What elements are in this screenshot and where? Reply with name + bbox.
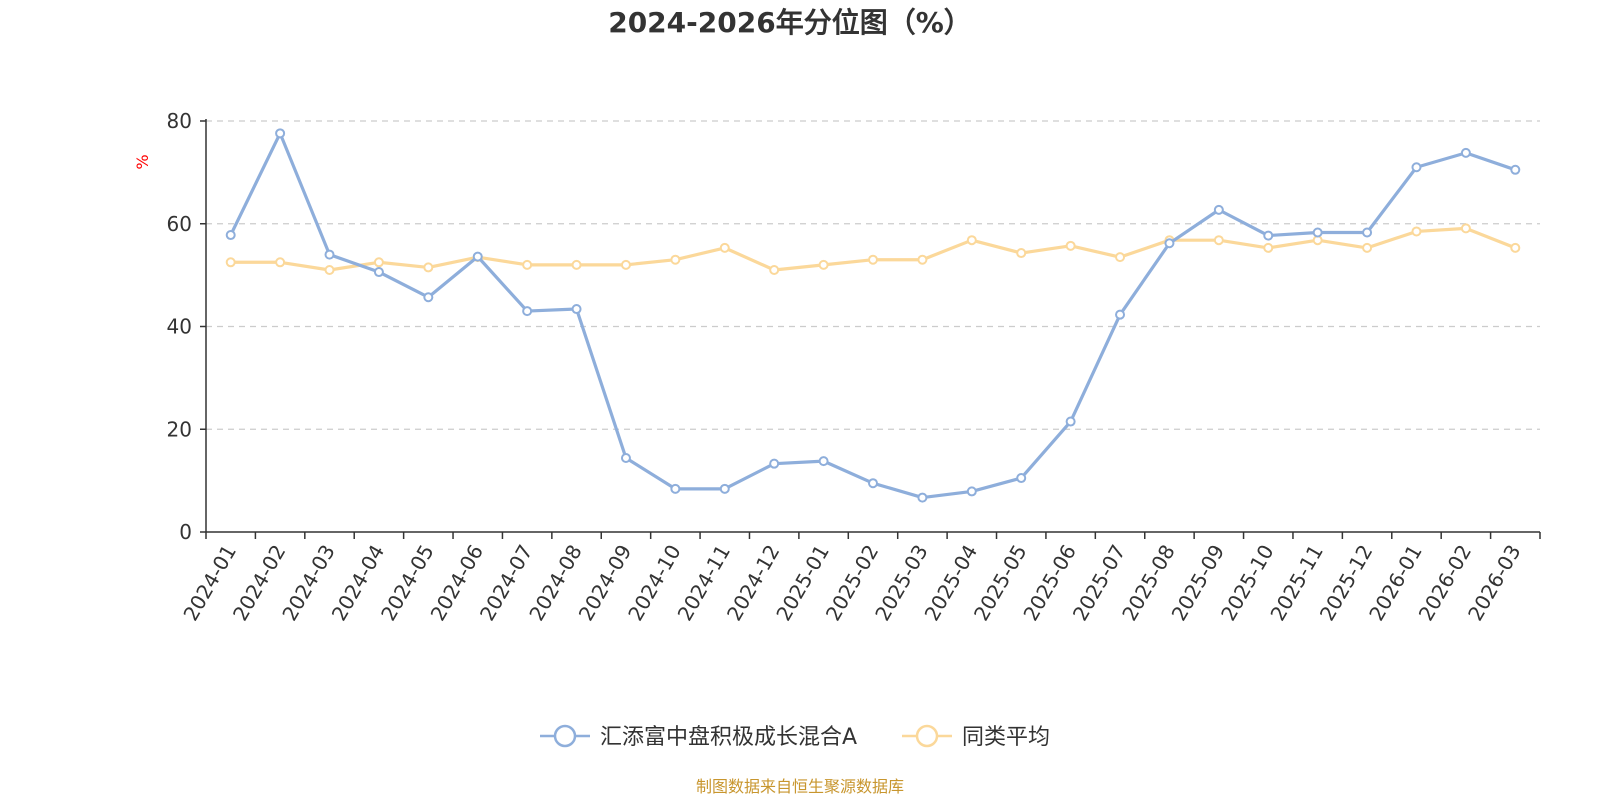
data-point[interactable] bbox=[275, 128, 286, 139]
data-point[interactable] bbox=[1362, 242, 1373, 253]
y-tick-label: 40 bbox=[167, 315, 192, 339]
data-point[interactable] bbox=[373, 267, 384, 278]
data-point[interactable] bbox=[868, 254, 878, 265]
data-point[interactable] bbox=[225, 257, 236, 268]
data-point[interactable] bbox=[1065, 240, 1076, 251]
data-point[interactable] bbox=[620, 453, 631, 464]
y-axis-ticks: 0 20 40 60 80 bbox=[167, 109, 206, 544]
legend-average-label: 同类平均 bbox=[962, 725, 1050, 750]
data-point[interactable] bbox=[1263, 242, 1274, 253]
data-point[interactable] bbox=[1312, 227, 1323, 238]
data-point[interactable] bbox=[818, 456, 829, 467]
y-tick-label: 20 bbox=[167, 417, 192, 441]
y-tick-label: 80 bbox=[167, 109, 192, 133]
data-point[interactable] bbox=[571, 304, 582, 315]
data-point[interactable] bbox=[324, 249, 335, 260]
legend-item-average[interactable]: 同类平均 bbox=[902, 724, 1050, 750]
data-point[interactable] bbox=[1016, 473, 1027, 484]
data-point[interactable] bbox=[620, 259, 631, 270]
data-point[interactable] bbox=[670, 254, 681, 265]
data-point[interactable] bbox=[522, 306, 533, 317]
data-point[interactable] bbox=[571, 259, 582, 270]
data-point[interactable] bbox=[1510, 242, 1521, 253]
data-point[interactable] bbox=[917, 254, 928, 265]
data-point[interactable] bbox=[1213, 204, 1224, 215]
data-point[interactable] bbox=[522, 259, 533, 270]
data-point[interactable] bbox=[818, 259, 829, 270]
data-point[interactable] bbox=[1362, 227, 1373, 238]
y-axis-label: % bbox=[133, 154, 152, 169]
series-group bbox=[225, 128, 1521, 503]
data-point[interactable] bbox=[1460, 223, 1471, 234]
data-point[interactable] bbox=[1115, 309, 1126, 320]
data-point[interactable] bbox=[1460, 147, 1471, 158]
data-point[interactable] bbox=[1065, 416, 1076, 427]
data-point[interactable] bbox=[769, 458, 780, 469]
legend-fund-marker-icon bbox=[553, 724, 577, 748]
legend-item-fund[interactable]: 汇添富中盘积极成长混合A bbox=[540, 724, 857, 750]
source-note: 制图数据来自恒生聚源数据库 bbox=[696, 777, 904, 796]
data-point[interactable] bbox=[1213, 235, 1224, 246]
x-axis-ticks: 2024-012024-022024-032024-042024-052024-… bbox=[178, 532, 1541, 625]
data-point[interactable] bbox=[1115, 252, 1126, 263]
data-point[interactable] bbox=[1411, 162, 1422, 173]
data-point[interactable] bbox=[719, 483, 730, 494]
legend-fund-label: 汇添富中盘积极成长混合A bbox=[600, 725, 857, 750]
grid-lines bbox=[206, 120, 1540, 430]
data-point[interactable] bbox=[423, 292, 434, 303]
data-point[interactable] bbox=[472, 251, 483, 262]
data-point[interactable] bbox=[1263, 230, 1274, 241]
legend-average-marker-icon bbox=[915, 724, 939, 748]
data-point[interactable] bbox=[423, 262, 434, 273]
data-point[interactable] bbox=[917, 492, 928, 503]
data-point[interactable] bbox=[1016, 248, 1027, 259]
data-point[interactable] bbox=[225, 230, 236, 241]
data-point[interactable] bbox=[1164, 238, 1175, 249]
data-point[interactable] bbox=[868, 478, 878, 489]
series-line bbox=[229, 131, 1516, 500]
axes bbox=[205, 119, 1540, 533]
y-tick-label: 60 bbox=[167, 212, 192, 236]
data-point[interactable] bbox=[769, 264, 780, 275]
data-point[interactable] bbox=[670, 483, 681, 494]
data-point[interactable] bbox=[373, 257, 384, 268]
data-point[interactable] bbox=[275, 257, 286, 268]
legend: 汇添富中盘积极成长混合A 同类平均 bbox=[540, 724, 1050, 750]
y-tick-label: 0 bbox=[179, 520, 192, 544]
data-point[interactable] bbox=[1510, 164, 1521, 175]
data-point[interactable] bbox=[1411, 226, 1422, 237]
data-point[interactable] bbox=[966, 486, 977, 497]
data-point[interactable] bbox=[966, 235, 977, 246]
series-0 bbox=[225, 128, 1521, 503]
data-point[interactable] bbox=[324, 264, 335, 275]
data-point[interactable] bbox=[719, 242, 730, 253]
chart-title: 2024-2026年分位图（%） bbox=[608, 6, 972, 39]
